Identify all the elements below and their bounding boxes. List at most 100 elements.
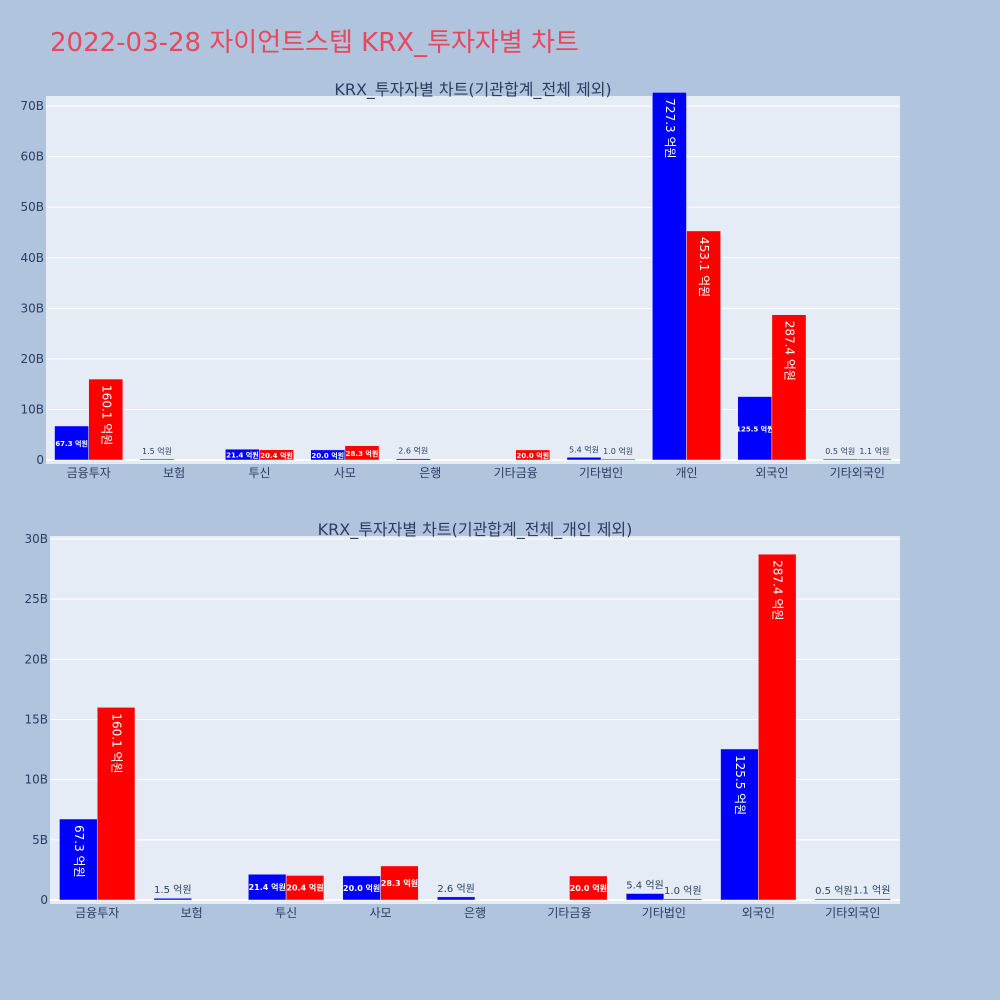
bar <box>625 893 665 901</box>
x-tick-label: 투신 <box>248 466 270 480</box>
data-label: 20.4 억원 <box>286 883 323 893</box>
bar <box>569 875 608 901</box>
data-label: 5.4 억원 <box>626 880 663 892</box>
data-label: 1.0 억원 <box>603 446 633 456</box>
y-tick-label: 10B <box>24 773 48 787</box>
bar <box>342 875 381 901</box>
data-label: 453.1 억원 <box>697 237 711 297</box>
data-label: 20.0 억원 <box>343 883 380 893</box>
x-tick-label: 은행 <box>419 465 441 480</box>
y-tick-label: 15B <box>24 713 48 727</box>
data-label: 0.5 억원 <box>825 446 855 456</box>
y-tick-label: 0 <box>40 893 48 907</box>
bar <box>259 449 294 461</box>
data-label: 160.1 억원 <box>110 713 124 773</box>
bar <box>515 449 551 461</box>
y-tick-label: 50B <box>20 200 44 214</box>
bar <box>814 898 854 901</box>
bar <box>380 865 419 901</box>
bar <box>88 378 124 461</box>
y-tick-label: 10B <box>20 402 44 416</box>
x-tick-label: 외국인 <box>742 906 775 920</box>
data-label: 5.4 억원 <box>569 444 599 454</box>
chart-2: 0 5B 10B 15B 20B 25B 30B KRX_투자자별 차트(기관합계_전체_개인… <box>24 520 900 920</box>
x-tick-label: 보험 <box>163 466 185 480</box>
x-tick-label: 기타법인 <box>579 466 623 480</box>
chart-title: KRX_투자자별 차트(기관합계_전체_개인 제외) <box>318 520 633 540</box>
x-tick-label: 기타외국인 <box>830 466 885 480</box>
bar <box>600 458 636 461</box>
x-tick-label: 보험 <box>181 906 203 920</box>
data-label: 1.1 억원 <box>859 446 889 456</box>
data-label: 28.3 억원 <box>381 878 418 888</box>
y-tick-label: 0 <box>36 453 44 467</box>
bar <box>248 873 287 901</box>
x-tick-label: 기타금융 <box>494 466 538 480</box>
bar <box>852 898 891 901</box>
bar <box>285 875 325 901</box>
x-tick-label: 개인 <box>675 466 697 480</box>
bar <box>59 818 98 901</box>
bar <box>566 457 602 461</box>
data-label: 28.3 억원 <box>346 449 379 458</box>
bar <box>857 458 892 461</box>
x-tick-label: 기타금융 <box>547 906 591 920</box>
bar <box>720 748 759 901</box>
chart-1: 0 10B 20B 30B 40B 50B 60B 70B KRX_투자자별 차트(기관합계_전… <box>20 80 900 480</box>
y-tick-label: 30B <box>24 532 48 546</box>
bar <box>771 314 807 461</box>
data-label: 67.3 억원 <box>72 825 86 878</box>
x-tick-label: 금융투자 <box>67 466 111 480</box>
data-label: 20.0 억원 <box>312 451 345 460</box>
x-tick-label: 금융투자 <box>75 906 119 920</box>
bar <box>663 898 702 901</box>
x-tick-label: 은행 <box>464 905 486 920</box>
y-tick-label: 40B <box>20 251 44 265</box>
data-label: 727.3 억원 <box>663 98 677 158</box>
y-tick-label: 5B <box>32 833 48 847</box>
data-label: 2.6 억원 <box>398 446 428 456</box>
data-label: 2.6 억원 <box>437 883 474 895</box>
data-label: 67.3 억원 <box>55 439 88 448</box>
y-tick-label: 25B <box>24 592 48 606</box>
x-tick-label: 사모 <box>334 466 356 480</box>
bar <box>737 396 773 461</box>
bar <box>139 458 175 461</box>
bar <box>652 92 687 461</box>
y-tick-label: 60B <box>20 150 44 164</box>
bar <box>344 445 380 461</box>
y-tick-label: 70B <box>20 99 44 113</box>
data-label: 1.1 억원 <box>853 885 890 897</box>
bar <box>96 707 136 901</box>
bar <box>153 897 192 901</box>
data-label: 21.4 억원 <box>249 882 286 892</box>
data-label: 20.4 억원 <box>260 451 293 460</box>
data-label: 287.4 억원 <box>771 560 785 620</box>
data-label: 160.1 억원 <box>99 385 113 445</box>
bar <box>436 896 476 901</box>
y-tick-label: 30B <box>20 301 44 315</box>
data-label: 21.4 억원 <box>226 451 259 460</box>
data-label: 1.0 억원 <box>664 885 701 897</box>
y-tick-label: 20B <box>24 652 48 666</box>
chart-title: KRX_투자자별 차트(기관합계_전체 제외) <box>334 80 611 100</box>
x-tick-label: 외국인 <box>755 466 788 480</box>
bar <box>686 230 721 461</box>
bar <box>395 458 431 461</box>
data-label: 1.5 억원 <box>142 446 172 456</box>
x-tick-label: 사모 <box>370 906 392 920</box>
data-label: 125.5 억원 <box>733 755 747 815</box>
x-tick-label: 투신 <box>275 906 297 920</box>
data-label: 125.5 억원 <box>736 424 773 433</box>
data-label: 0.5 억원 <box>815 885 852 897</box>
x-tick-label: 기타법인 <box>642 906 686 920</box>
bar <box>758 553 797 901</box>
data-label: 287.4 억원 <box>782 321 796 381</box>
data-label: 1.5 억원 <box>154 884 191 896</box>
y-tick-label: 20B <box>20 352 44 366</box>
x-tick-label: 기타외국인 <box>825 906 880 920</box>
page-title: 2022-03-28 자이언트스텝 KRX_투자자별 차트 <box>50 28 579 58</box>
data-label: 20.0 억원 <box>516 451 549 460</box>
bar <box>822 458 858 461</box>
